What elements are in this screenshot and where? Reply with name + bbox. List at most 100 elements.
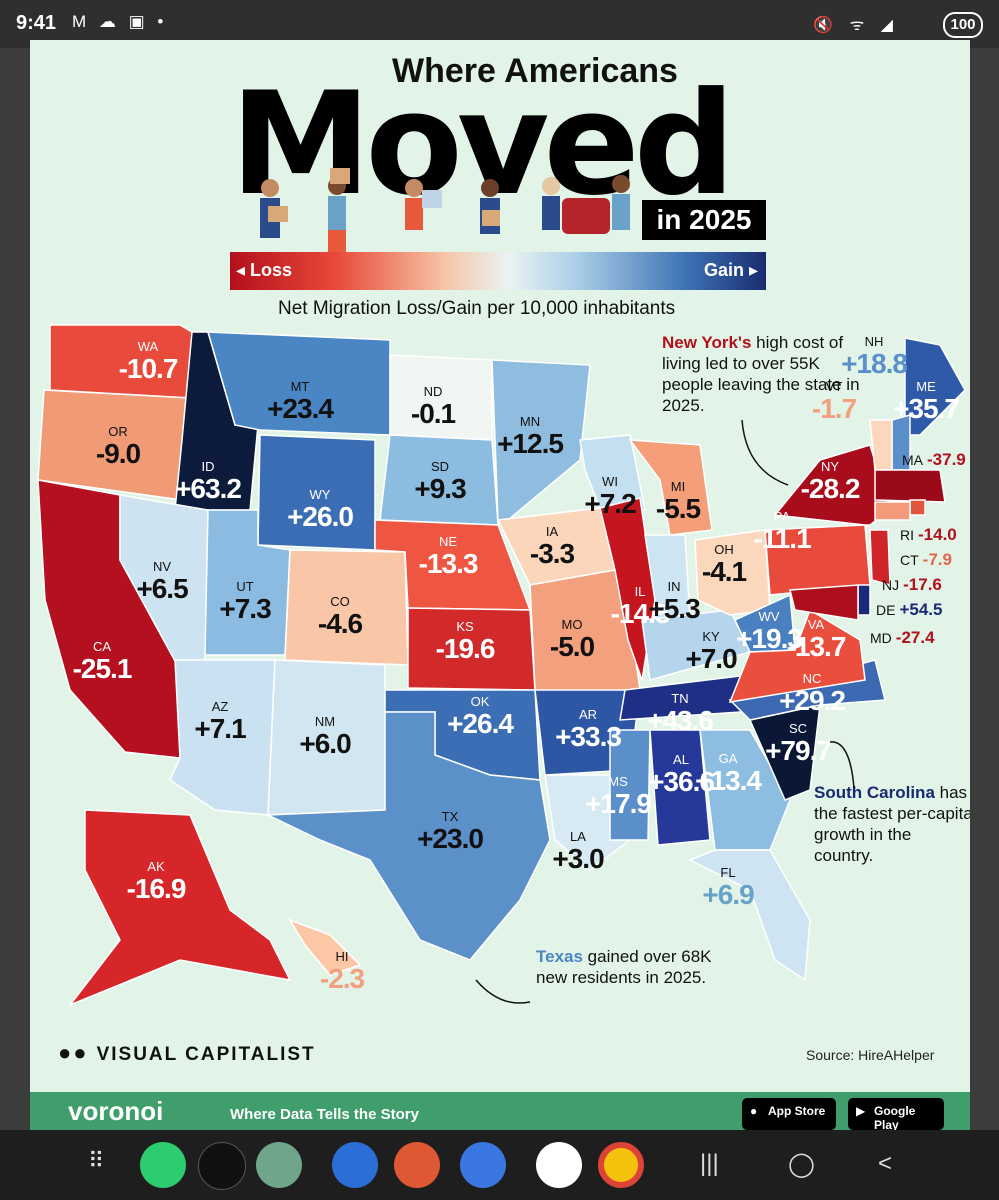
publisher-logo: ●● VISUAL CAPITALIST: [58, 1040, 316, 1065]
state-abbr: ND: [423, 384, 443, 399]
state-nj: [869, 529, 891, 586]
state-label-mi: MI -5.5: [656, 479, 701, 523]
state-value: -19.6: [435, 633, 496, 664]
state-label-hi: HI -2.3: [320, 949, 365, 993]
state-value: +9.3: [414, 473, 466, 504]
state-value: -5.0: [549, 631, 595, 662]
annotation-new-york: New York's high cost of living led to ov…: [662, 333, 860, 415]
state-value: -37.9: [927, 450, 966, 469]
voronoi-logo: voronoi: [68, 1096, 164, 1126]
mail-app-icon[interactable]: [332, 1142, 378, 1188]
state-value: +54.5: [899, 600, 943, 619]
perplexity-app-icon[interactable]: [198, 1142, 246, 1190]
state-mi: [628, 439, 713, 536]
state-label-ma: MA -37.9: [902, 450, 966, 470]
state-abbr: RI: [900, 527, 914, 543]
state-value: -27.4: [895, 628, 935, 647]
state-abbr: MS: [608, 774, 628, 789]
state-abbr: PA: [773, 509, 791, 524]
state-label-tx: TX +23.0: [417, 809, 484, 853]
state-label-nh: NH +18.8: [841, 335, 908, 378]
state-ms: [609, 729, 651, 841]
back-button[interactable]: <: [878, 1150, 893, 1177]
state-value: +12.5: [497, 428, 564, 459]
state-label-nj: NJ -17.6: [882, 575, 942, 595]
chrome-app-icon[interactable]: [598, 1142, 644, 1188]
state-abbr: OK: [470, 694, 490, 709]
state-label-nm: NM +6.0: [299, 714, 351, 759]
state-ga: [699, 729, 791, 851]
state-value: +35.7: [893, 393, 960, 424]
state-label-co: CO -4.6: [318, 595, 363, 638]
state-label-ak: AK -16.9: [127, 860, 187, 903]
state-value: +7.0: [685, 643, 737, 674]
state-label-or: OR -9.0: [95, 424, 141, 469]
messages-app-icon[interactable]: [460, 1142, 506, 1188]
state-value: -9.0: [95, 438, 141, 469]
state-abbr: OR: [108, 424, 128, 439]
state-abbr: MI: [670, 479, 686, 494]
state-abbr: GA: [718, 751, 738, 766]
state-value: +7.2: [584, 488, 636, 519]
color-scale: ◂ Loss Gain ▸: [230, 252, 766, 290]
state-il: [599, 497, 656, 681]
state-abbr: TN: [671, 691, 689, 706]
state-label-wy: WY +26.0: [287, 487, 354, 531]
state-abbr: NE: [438, 534, 458, 549]
state-abbr: WA: [137, 339, 159, 354]
google-app-icon[interactable]: [536, 1142, 582, 1188]
state-abbr: ID: [201, 459, 215, 474]
state-abbr: SD: [430, 459, 450, 474]
state-label-ar: AR +33.3: [555, 708, 622, 751]
apps-grid-icon[interactable]: ⠿: [88, 1148, 105, 1173]
state-value: -11.1: [753, 523, 811, 554]
app-store-button[interactable]: ● App Store: [742, 1098, 836, 1130]
state-label-de: DE +54.5: [876, 600, 942, 620]
state-abbr: LA: [570, 829, 586, 844]
state-abbr: WY: [309, 487, 331, 502]
state-abbr: AL: [673, 752, 689, 767]
chatgpt-app-icon[interactable]: [256, 1142, 302, 1188]
phone-app-icon[interactable]: [140, 1142, 186, 1188]
state-label-al: AL +36.6: [648, 752, 715, 796]
source-note: Source: HireAHelper: [806, 1047, 935, 1063]
state-abbr: FL: [720, 865, 736, 880]
state-abbr: ME: [916, 379, 936, 394]
home-button[interactable]: ◯: [788, 1151, 815, 1178]
state-ma: [874, 469, 946, 503]
state-abbr: MN: [519, 414, 541, 429]
apple-icon: ●: [750, 1104, 758, 1118]
state-label-ct: CT -7.9: [900, 550, 952, 570]
state-abbr: MO: [561, 617, 583, 632]
state-label-id: ID +63.2: [175, 459, 242, 503]
state-abbr: OH: [714, 542, 734, 557]
state-abbr: CT: [900, 552, 919, 568]
state-label-la: LA +3.0: [552, 829, 604, 873]
state-abbr: NM: [314, 714, 336, 729]
state-label-sd: SD +9.3: [414, 459, 466, 504]
state-label-mt: MT +23.4: [267, 380, 334, 423]
state-value: +17.9: [585, 788, 652, 819]
state-value: -3.3: [529, 538, 575, 569]
state-va: [728, 608, 866, 703]
state-mt: [206, 331, 391, 436]
state-value: +43.6: [647, 705, 714, 736]
state-value: +26.4: [447, 708, 514, 739]
state-value: +6.0: [299, 728, 351, 759]
title-main: Moved: [230, 62, 735, 227]
footer-tagline: Where Data Tells the Story: [230, 1106, 419, 1123]
state-label-sc: SC +79.7: [765, 722, 832, 765]
state-value: -4.1: [701, 556, 747, 587]
state-label-il: IL -14.5: [611, 585, 671, 628]
state-label-wa: WA -10.7: [119, 339, 179, 383]
state-abbr: TX: [441, 809, 459, 824]
recent-apps-button[interactable]: |||: [700, 1150, 719, 1177]
state-abbr: HI: [335, 949, 349, 964]
state-label-ok: OK +26.4: [447, 694, 514, 739]
state-abbr: MD: [870, 630, 892, 646]
status-time: 9:41: [16, 12, 57, 34]
google-play-button[interactable]: ▶ Google Play: [848, 1098, 944, 1130]
duckduckgo-app-icon[interactable]: [394, 1142, 440, 1188]
annotation-south-carolina: South Carolina has the fastest per-capit…: [814, 783, 970, 865]
state-abbr: IA: [545, 524, 559, 539]
